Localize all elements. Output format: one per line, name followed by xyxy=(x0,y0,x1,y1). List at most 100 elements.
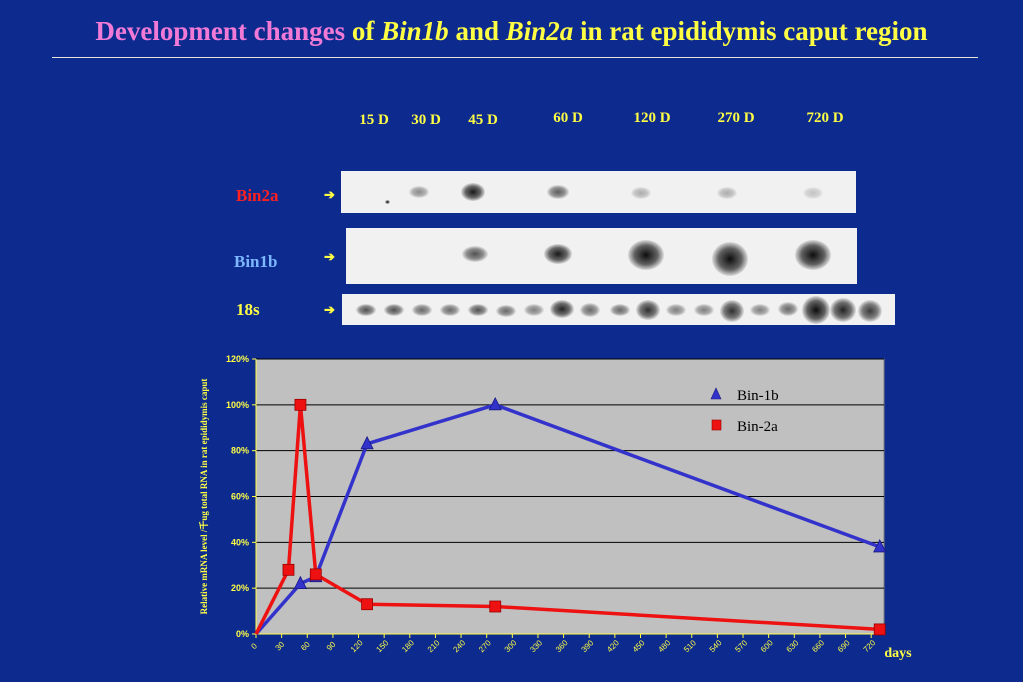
blot-band xyxy=(858,300,882,322)
band-label-18s: 18s xyxy=(236,300,260,319)
blot-band xyxy=(636,300,660,320)
x-tick-label: 60 xyxy=(299,640,312,653)
series-group xyxy=(254,396,887,636)
blot-band xyxy=(468,304,488,316)
blot-band xyxy=(694,304,714,316)
grid-lines xyxy=(256,358,884,589)
blot-band xyxy=(580,303,600,317)
y-tick-label: 40% xyxy=(231,537,249,547)
legend: Bin-1b Bin-2a xyxy=(710,387,779,435)
x-tick-label: 180 xyxy=(400,638,416,654)
data-point xyxy=(488,396,502,411)
legend-marker xyxy=(711,419,722,431)
data-point xyxy=(293,575,308,589)
blot-band xyxy=(547,185,569,199)
lane-label: 270 D xyxy=(717,110,755,126)
blot-band xyxy=(717,187,737,199)
lane-label: 60 D xyxy=(553,110,583,126)
lane-label: 45 D xyxy=(468,112,498,128)
blot-band xyxy=(544,244,572,264)
blot-image-bin2a xyxy=(341,171,856,213)
blot-band xyxy=(462,246,488,262)
x-tick-label: 570 xyxy=(733,638,749,654)
series-line xyxy=(254,403,881,636)
title-part: Development changes xyxy=(95,16,346,46)
y-tick-label: 0% xyxy=(236,629,249,639)
title-part: in rat epididymis caput region xyxy=(573,16,928,46)
x-tick-label: 360 xyxy=(554,638,570,654)
band-label-bin2a: Bin2a xyxy=(236,186,279,205)
x-tick-label: 420 xyxy=(605,638,621,654)
title-gene: Bin1b xyxy=(381,16,449,46)
y-tick-label: 60% xyxy=(231,492,249,502)
data-point xyxy=(360,435,374,450)
blot-band xyxy=(750,304,770,316)
legend-marker xyxy=(710,387,722,400)
x-tick-label: 450 xyxy=(631,638,647,654)
title-gene: Bin2a xyxy=(505,16,574,46)
blot-band xyxy=(712,242,748,276)
x-tick-label: 720 xyxy=(862,638,878,654)
x-axis-label: days xyxy=(884,646,912,661)
x-tick-label: 270 xyxy=(477,638,493,654)
blot-band xyxy=(356,304,376,316)
y-tick-label: 100% xyxy=(226,400,249,410)
data-point xyxy=(294,398,307,411)
data-point xyxy=(489,600,502,613)
arrow-icon: ➔ xyxy=(324,187,335,202)
x-tick-label: 390 xyxy=(580,638,596,654)
x-tick-label: 480 xyxy=(656,638,672,654)
y-axis-label: Relative mRNA level /千ug total RNA in ra… xyxy=(198,379,209,615)
x-tick-label: 630 xyxy=(785,638,801,654)
data-point xyxy=(873,623,886,636)
blot-band xyxy=(440,304,460,316)
x-tick-label: 510 xyxy=(682,638,698,654)
x-tick-label: 120 xyxy=(349,638,365,654)
data-point xyxy=(282,563,295,576)
x-tick-label: 0 xyxy=(249,641,259,651)
lane-label: 720 D xyxy=(806,110,844,126)
x-axis: 0 30 60 90 120 150 180 210 240 270 300 330 360 390 420… xyxy=(249,633,884,654)
data-point xyxy=(361,598,373,611)
title-part: and xyxy=(448,16,506,46)
blot-band xyxy=(802,296,830,324)
arrow-icon: ➔ xyxy=(324,302,335,317)
x-tick-label: 30 xyxy=(274,640,287,653)
data-point xyxy=(873,539,887,553)
blot-band xyxy=(496,305,516,317)
blot-band xyxy=(461,183,485,201)
x-tick-label: 540 xyxy=(708,638,724,654)
page-title: Development changes of Bin1b and Bin2a i… xyxy=(0,16,1023,47)
x-tick-label: 330 xyxy=(528,638,544,654)
lane-label: 15 D xyxy=(359,112,389,128)
blot-band xyxy=(795,240,831,270)
blot-band xyxy=(778,302,798,316)
blot-band xyxy=(628,240,664,270)
arrow-icon: ➔ xyxy=(324,249,335,264)
blot-band xyxy=(803,187,823,199)
blot-speck xyxy=(385,200,390,204)
legend-label: Bin-1b xyxy=(737,388,779,404)
blot-band xyxy=(631,187,651,199)
blot-band xyxy=(610,304,630,316)
x-tick-label: 600 xyxy=(759,638,775,654)
x-tick-label: 240 xyxy=(451,638,467,654)
title-part: of xyxy=(345,16,382,46)
blot-image-bin1b xyxy=(346,228,857,284)
blot-band xyxy=(412,304,432,316)
blot-band xyxy=(550,300,574,318)
blot-image-18s xyxy=(342,294,895,325)
data-point xyxy=(309,568,322,581)
blot-band xyxy=(666,304,686,316)
y-tick-label: 20% xyxy=(231,583,249,593)
title-divider xyxy=(52,57,978,58)
x-tick-label: 150 xyxy=(374,638,390,654)
x-tick-label: 690 xyxy=(836,638,852,654)
x-tick-label: 210 xyxy=(426,638,442,654)
y-axis: 0% 20% 40% 60% 80% 100% 120% xyxy=(226,354,257,639)
blot-band xyxy=(830,298,856,322)
x-tick-label: 90 xyxy=(325,640,338,653)
blot-band xyxy=(720,300,744,322)
y-tick-label: 120% xyxy=(226,354,249,364)
